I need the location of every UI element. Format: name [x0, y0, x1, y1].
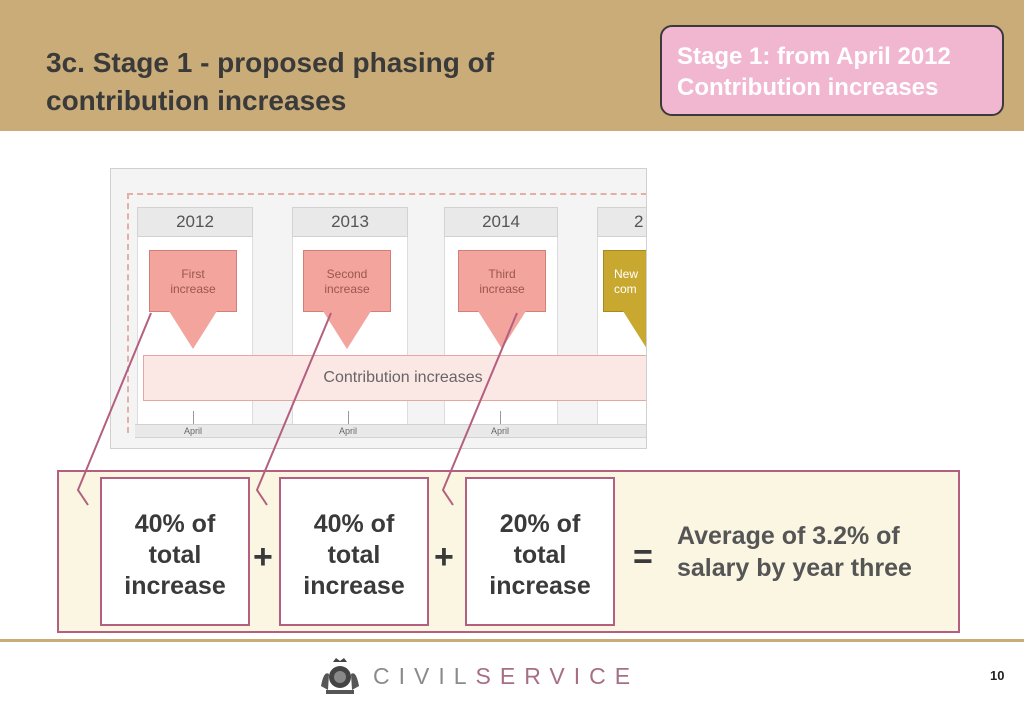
new-commitment-box: New com [603, 250, 646, 312]
second-share-box: 40% of total increase [279, 477, 429, 626]
share-text: increase [489, 572, 591, 600]
stage-callout: Stage 1: from April 2012 Contribution in… [660, 25, 1004, 116]
timeline-month: April [183, 426, 202, 436]
increase-box-label: First [181, 267, 205, 281]
second-increase-box: Second increase [303, 250, 391, 312]
increase-box-label: New [614, 267, 639, 281]
stage-callout-line2: Contribution increases [677, 74, 939, 101]
timeline-year: 2012 [137, 207, 253, 237]
contribution-increases-bar: Contribution increases [143, 355, 646, 401]
increase-box-label: com [614, 282, 637, 296]
timeline-dashed-border [127, 193, 129, 433]
footer-rule [0, 639, 1024, 642]
share-text: 40% of [313, 510, 395, 538]
share-text: 40% of [134, 510, 216, 538]
timeline-dashed-border [127, 193, 646, 195]
average-result-text: Average of 3.2% of salary by year three [677, 520, 947, 584]
third-increase-box: Third increase [458, 250, 546, 312]
share-text: total [513, 541, 567, 569]
brand-civil: CIVIL [373, 663, 476, 689]
result-line: salary by year three [677, 554, 912, 582]
page-number: 10 [990, 668, 1005, 683]
increase-box-label: Third [488, 267, 516, 281]
timeline-month: April [338, 426, 357, 436]
timeline-image: 2012 2013 2014 2 First increase Second i… [110, 168, 647, 449]
increase-box-label: increase [479, 282, 525, 296]
equals-sign: = [633, 538, 653, 576]
stage-callout-line1: Stage 1: from April 2012 [677, 43, 951, 70]
timeline-tick [500, 411, 501, 425]
share-text: total [148, 541, 202, 569]
brand-service: SERVICE [475, 663, 640, 689]
down-arrow-icon [169, 311, 217, 349]
timeline-year: 2014 [444, 207, 558, 237]
result-line: Average of 3.2% of [677, 522, 900, 550]
plus-sign: + [253, 538, 273, 576]
plus-sign: + [434, 538, 454, 576]
increase-box-label: increase [324, 282, 370, 296]
royal-crest-icon [321, 658, 359, 694]
timeline-month: April [490, 426, 509, 436]
down-arrow-icon [478, 311, 526, 349]
first-share-box: 40% of total increase [100, 477, 250, 626]
first-increase-box: First increase [149, 250, 237, 312]
share-text: total [327, 541, 381, 569]
share-text: 20% of [499, 510, 581, 538]
slide-title: 3c. Stage 1 - proposed phasing of contri… [46, 47, 495, 116]
timeline-year: 2 [597, 207, 646, 237]
down-arrow-icon [323, 311, 371, 349]
share-text: increase [303, 572, 405, 600]
third-share-box: 20% of total increase [465, 477, 615, 626]
timeline-tick [348, 411, 349, 425]
increase-box-label: increase [170, 282, 216, 296]
timeline-year: 2013 [292, 207, 408, 237]
timeline-tick [193, 411, 194, 425]
civil-service-logo: CIVILSERVICE [373, 663, 639, 689]
down-arrow-icon [623, 311, 646, 349]
increase-box-label: Second [326, 267, 368, 281]
share-text: increase [124, 572, 226, 600]
